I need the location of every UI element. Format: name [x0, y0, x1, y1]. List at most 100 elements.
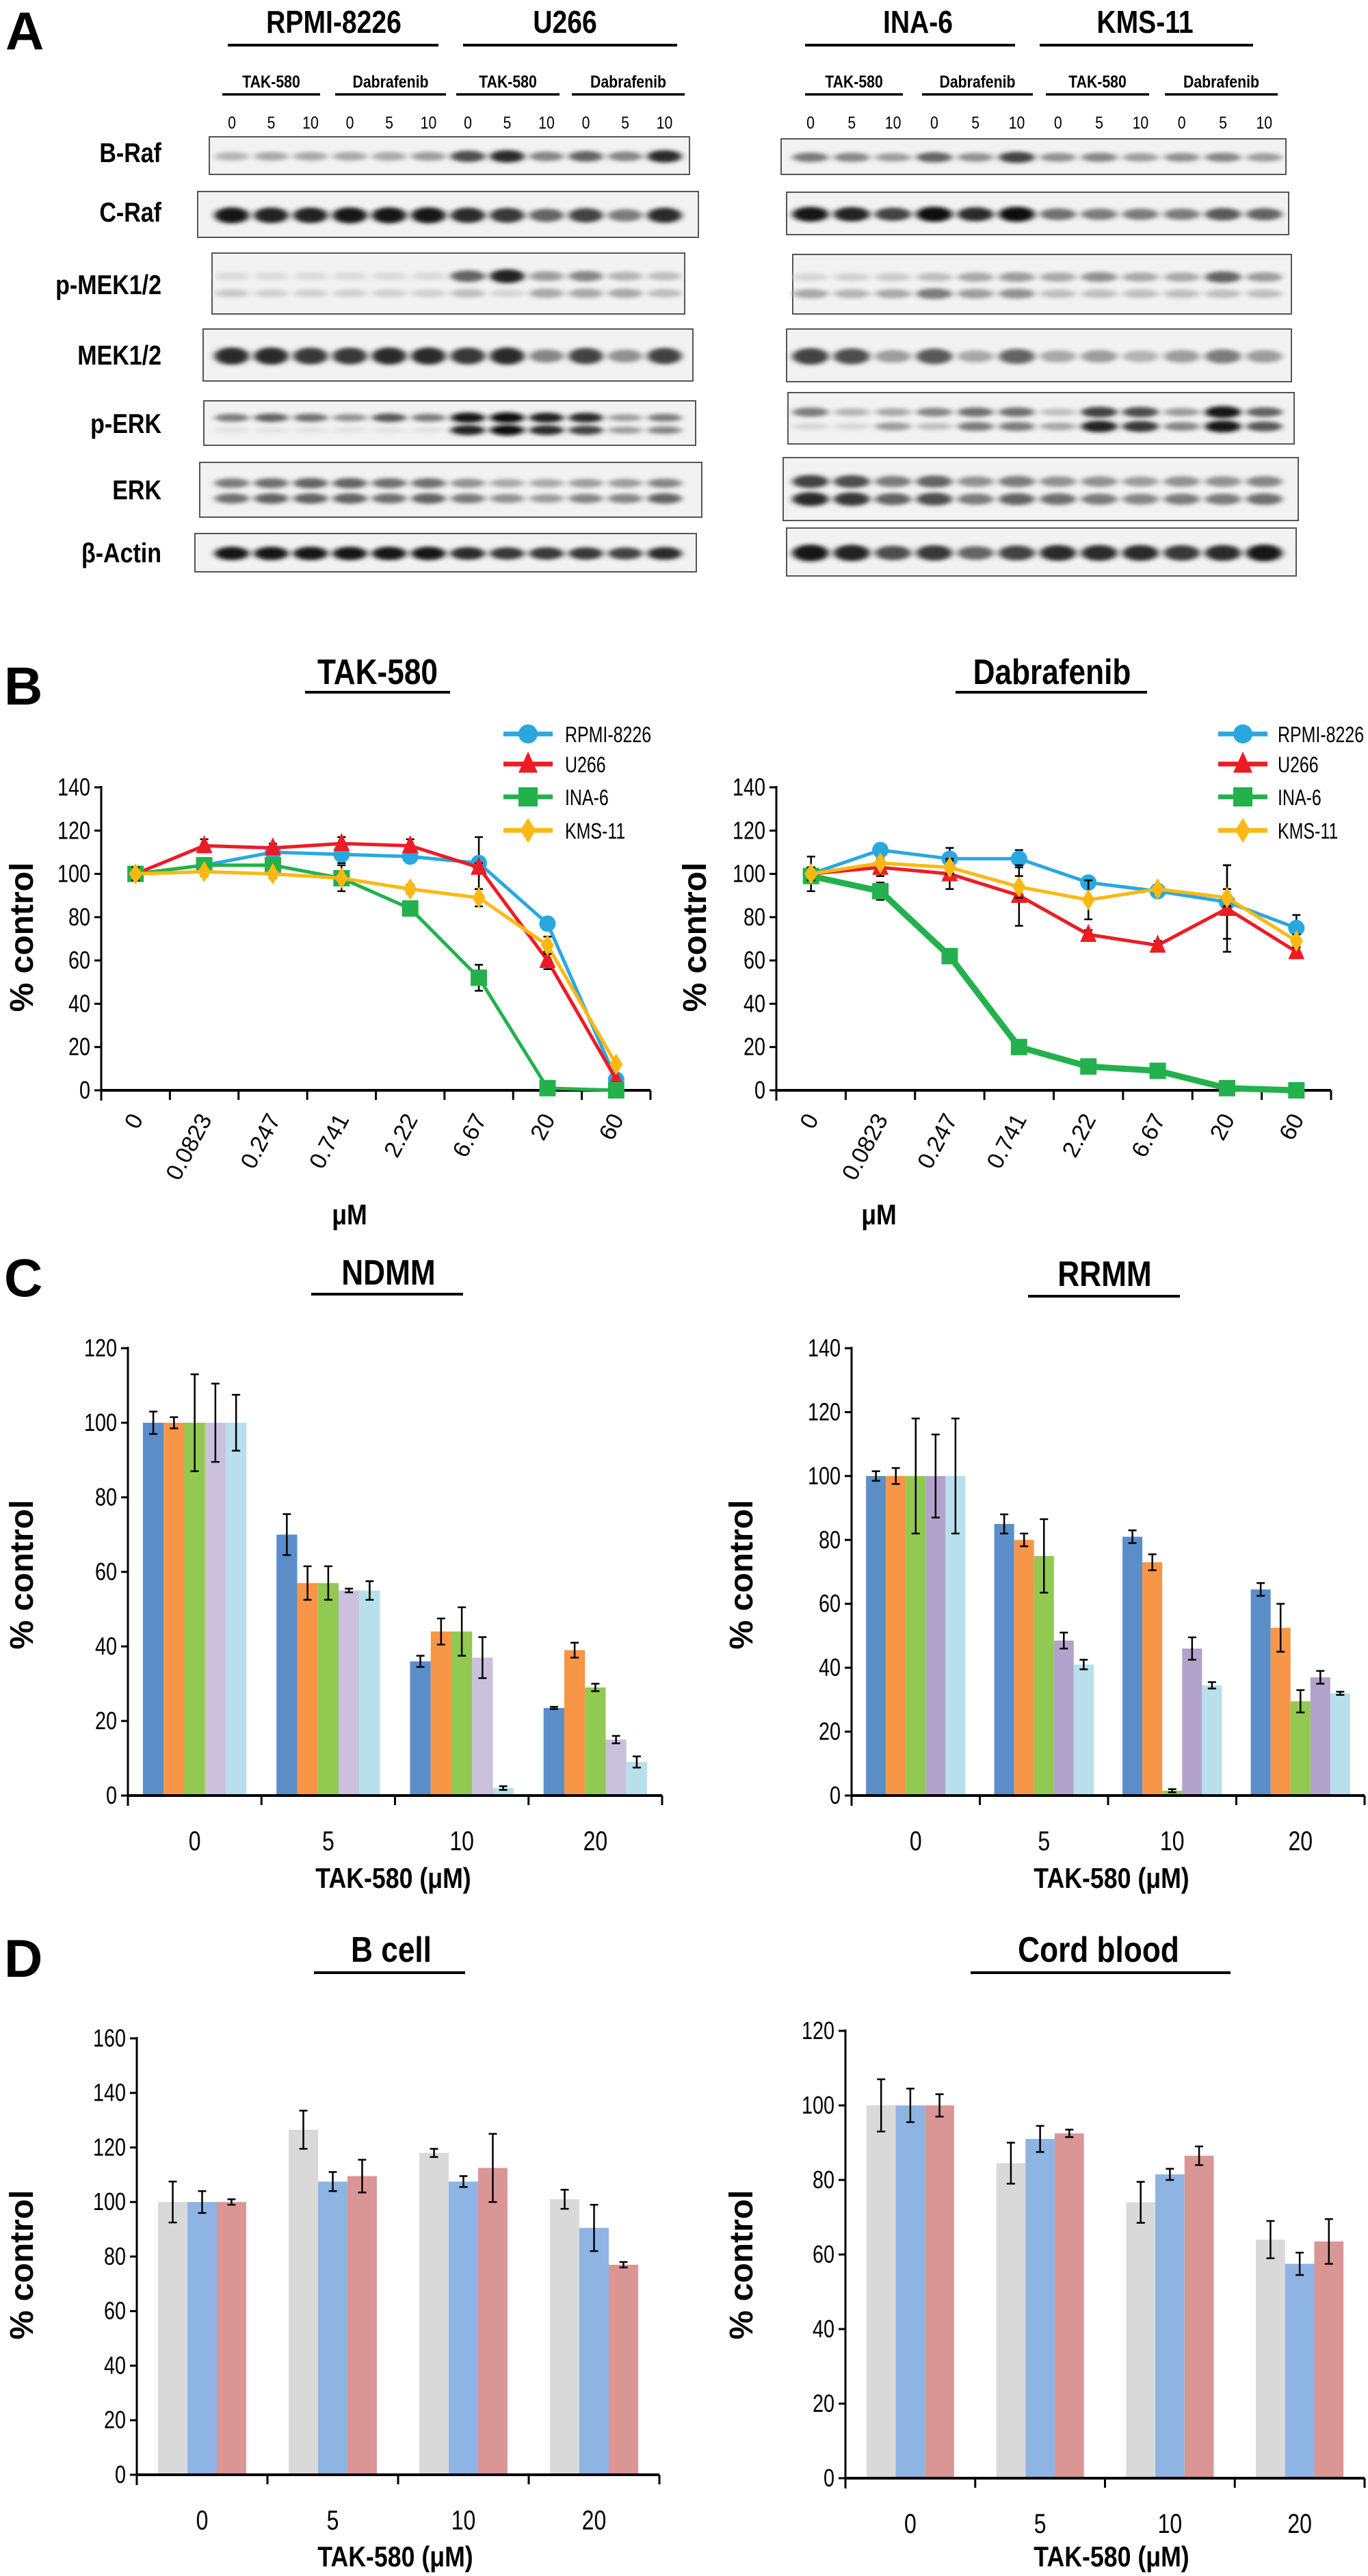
- y-tick-label: 80: [95, 1483, 117, 1511]
- blot-band: [607, 414, 643, 421]
- blot-band: [371, 547, 407, 560]
- bar-series-1: [163, 1423, 586, 1796]
- legend-label: RPMI-8226: [1278, 723, 1364, 748]
- blot-membrane-right: [786, 328, 1292, 382]
- blot-band: [1040, 289, 1077, 298]
- blot-membrane-right: [792, 254, 1292, 315]
- blot-band: [916, 492, 953, 506]
- blot-band: [1205, 544, 1241, 562]
- bar-series-3: [205, 1423, 627, 1796]
- legend-item: U266: [1218, 751, 1319, 778]
- x-tick-label: 0: [120, 1109, 148, 1133]
- dose-label: 5: [385, 113, 393, 132]
- y-tick-label: 60: [104, 2297, 126, 2325]
- blot-band: [529, 412, 564, 423]
- blot-band: [647, 207, 682, 223]
- blot-band: [411, 207, 446, 224]
- dose-label: 5: [1095, 113, 1103, 132]
- blot-band: [450, 425, 486, 436]
- x-tick-label: 0: [795, 1109, 824, 1133]
- blot-band: [1163, 272, 1200, 282]
- bar: [866, 1475, 886, 1796]
- marker-diamond: [1220, 886, 1234, 908]
- y-tick-label: 40: [95, 1632, 117, 1660]
- blot-band: [332, 272, 367, 280]
- bar: [1182, 1648, 1202, 1796]
- blot-band: [647, 493, 682, 504]
- marker-triangle: [1080, 923, 1097, 942]
- blot-band: [1246, 475, 1282, 487]
- bar: [477, 2168, 508, 2475]
- blot-band: [529, 425, 564, 436]
- blot-band: [1081, 406, 1118, 418]
- y-tick-label: 40: [819, 1653, 841, 1681]
- blot-band: [371, 152, 407, 161]
- y-tick-label: 140: [93, 2079, 126, 2107]
- blot-band: [490, 207, 525, 223]
- blot-membrane-right: [786, 192, 1289, 235]
- blot-band: [957, 476, 994, 487]
- blot-band: [1246, 153, 1282, 162]
- blot-band: [214, 413, 250, 422]
- x-tick-label: 20: [1287, 2508, 1312, 2539]
- y-tick-label: 120: [808, 1397, 841, 1425]
- y-tick-label: 40: [744, 989, 765, 1017]
- x-tick-label: 20: [1205, 1109, 1240, 1144]
- blot-band: [1246, 407, 1282, 417]
- y-tick-label: 160: [93, 2024, 126, 2052]
- y-tick-label: 0: [830, 1781, 841, 1809]
- dose-label: 5: [847, 113, 856, 132]
- blot-band: [450, 412, 486, 423]
- blot-row-label: β-Actin: [81, 537, 161, 568]
- blot-row-label: p-MEK1/2: [55, 269, 161, 300]
- bar: [205, 1423, 226, 1796]
- blot-membrane-left: [203, 400, 696, 446]
- marker-diamond: [404, 878, 417, 900]
- blot-band: [1205, 493, 1241, 505]
- marker-triangle: [518, 751, 538, 773]
- chart-title: RRMM: [1057, 1254, 1151, 1294]
- cell-line-label: U266: [533, 5, 596, 40]
- y-tick-label: 0: [79, 1076, 90, 1104]
- blot-band: [293, 477, 328, 489]
- marker-triangle: [402, 834, 419, 854]
- y-tick-label: 140: [733, 773, 765, 801]
- blot-band: [1163, 545, 1200, 561]
- bar-series-4: [226, 1423, 648, 1796]
- blot-band: [371, 427, 407, 433]
- blot-band: [607, 272, 643, 281]
- series-line: [811, 861, 1298, 943]
- x-axis-label: TAK-580 (μM): [317, 2541, 473, 2573]
- blot-band: [607, 547, 643, 560]
- x-tick-label: 5: [322, 1826, 334, 1856]
- blot-band: [293, 347, 328, 365]
- blot-band: [1122, 544, 1159, 562]
- blot-band: [1246, 208, 1282, 221]
- blot-band: [568, 271, 603, 282]
- y-tick-label: 100: [84, 1408, 117, 1436]
- marker-square: [1288, 1082, 1305, 1099]
- legend-item: INA-6: [503, 786, 609, 811]
- blot-band: [1246, 350, 1282, 363]
- y-tick-label: 60: [68, 946, 90, 974]
- blot-band: [1246, 289, 1282, 298]
- x-tick-label: 0: [910, 1826, 922, 1856]
- x-tick-label: 20: [1288, 1826, 1313, 1856]
- blot-band: [529, 209, 564, 222]
- blot-row-label: ERK: [112, 474, 161, 505]
- bar: [543, 1707, 564, 1796]
- y-tick-label: 120: [93, 2133, 126, 2161]
- bar-series-2: [906, 1475, 1311, 1796]
- blot-band: [371, 413, 407, 423]
- x-tick-label: 10: [1160, 1826, 1185, 1856]
- blot-band: [1081, 493, 1118, 505]
- bar: [1250, 1589, 1271, 1796]
- chart-title: Cord blood: [1018, 1930, 1179, 1970]
- blot-band: [1163, 493, 1200, 505]
- blot-membrane-right: [787, 392, 1295, 445]
- panel-label: B: [4, 656, 42, 716]
- series-kms-11: [804, 852, 1303, 952]
- blot-band: [1163, 208, 1200, 220]
- blot-band: [792, 153, 829, 163]
